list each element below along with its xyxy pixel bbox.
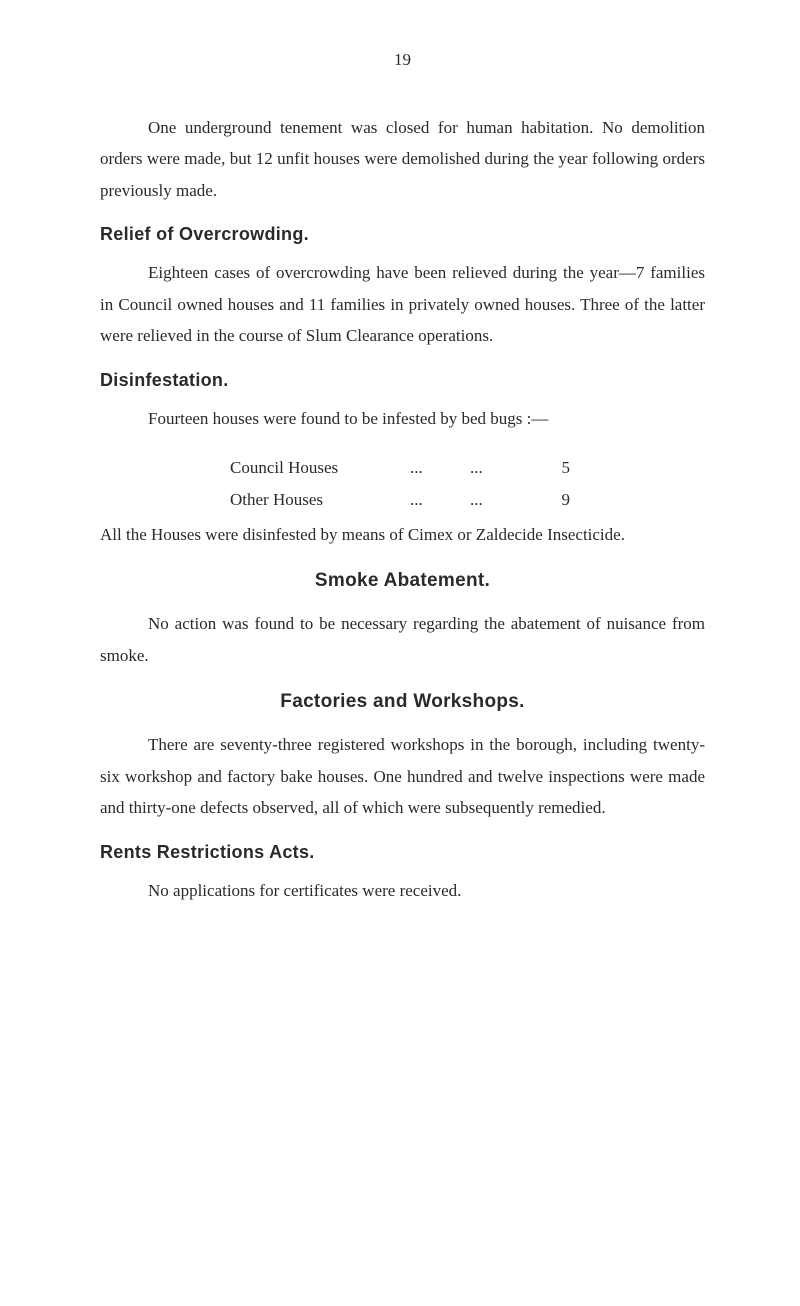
list-dots: ... <box>470 484 530 515</box>
list-row: Council Houses ... ... 5 <box>100 452 705 483</box>
paragraph-5: No action was found to be necessary rega… <box>100 608 705 671</box>
paragraph-1: One underground tenement was closed for … <box>100 112 705 206</box>
heading-factories-workshops: Factories and Workshops. <box>100 691 705 713</box>
list-value: 9 <box>530 484 570 515</box>
list-label: Other Houses <box>230 484 410 515</box>
page-number: 19 <box>100 50 705 70</box>
list-dots: ... <box>410 452 470 483</box>
heading-smoke-abatement: Smoke Abatement. <box>100 570 705 592</box>
heading-disinfestation: Disinfestation. <box>100 370 705 391</box>
paragraph-4: All the Houses were disinfested by means… <box>100 519 705 550</box>
list-dots: ... <box>410 484 470 515</box>
heading-relief-overcrowding: Relief of Overcrowding. <box>100 224 705 245</box>
list-label: Council Houses <box>230 452 410 483</box>
paragraph-2: Eighteen cases of overcrowding have been… <box>100 257 705 351</box>
list-value: 5 <box>530 452 570 483</box>
paragraph-6: There are seventy-three registered works… <box>100 729 705 823</box>
paragraph-3: Fourteen houses were found to be infeste… <box>100 403 705 434</box>
heading-rents-restrictions: Rents Restrictions Acts. <box>100 842 705 863</box>
list-dots: ... <box>470 452 530 483</box>
list-row: Other Houses ... ... 9 <box>100 484 705 515</box>
paragraph-7: No applications for certificates were re… <box>100 875 705 906</box>
